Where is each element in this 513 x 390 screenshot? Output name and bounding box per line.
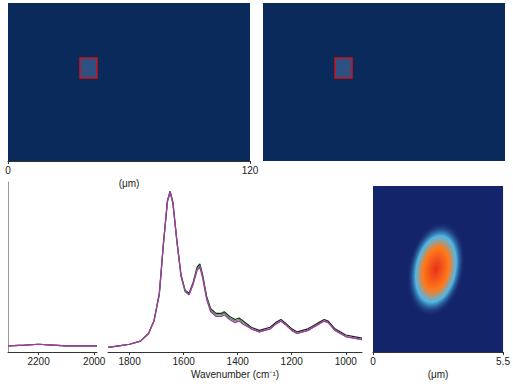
svg-text:120: 120 (242, 165, 259, 176)
svg-text:0: 0 (5, 165, 11, 176)
svg-text:1400: 1400 (227, 356, 250, 367)
svg-text:1600: 1600 (173, 356, 196, 367)
svg-text:1800: 1800 (118, 356, 141, 367)
svg-text:1200: 1200 (281, 356, 304, 367)
svg-text:0: 0 (370, 356, 376, 367)
svg-text:1000: 1000 (335, 356, 358, 367)
svg-text:2200: 2200 (27, 356, 50, 367)
svg-text:5.5: 5.5 (496, 356, 510, 367)
svg-text:Wavenumber (cm⁻¹): Wavenumber (cm⁻¹) (191, 369, 279, 380)
svg-text:(μm): (μm) (428, 369, 449, 380)
svg-text:(μm): (μm) (119, 178, 140, 189)
svg-text:2000: 2000 (83, 356, 106, 367)
